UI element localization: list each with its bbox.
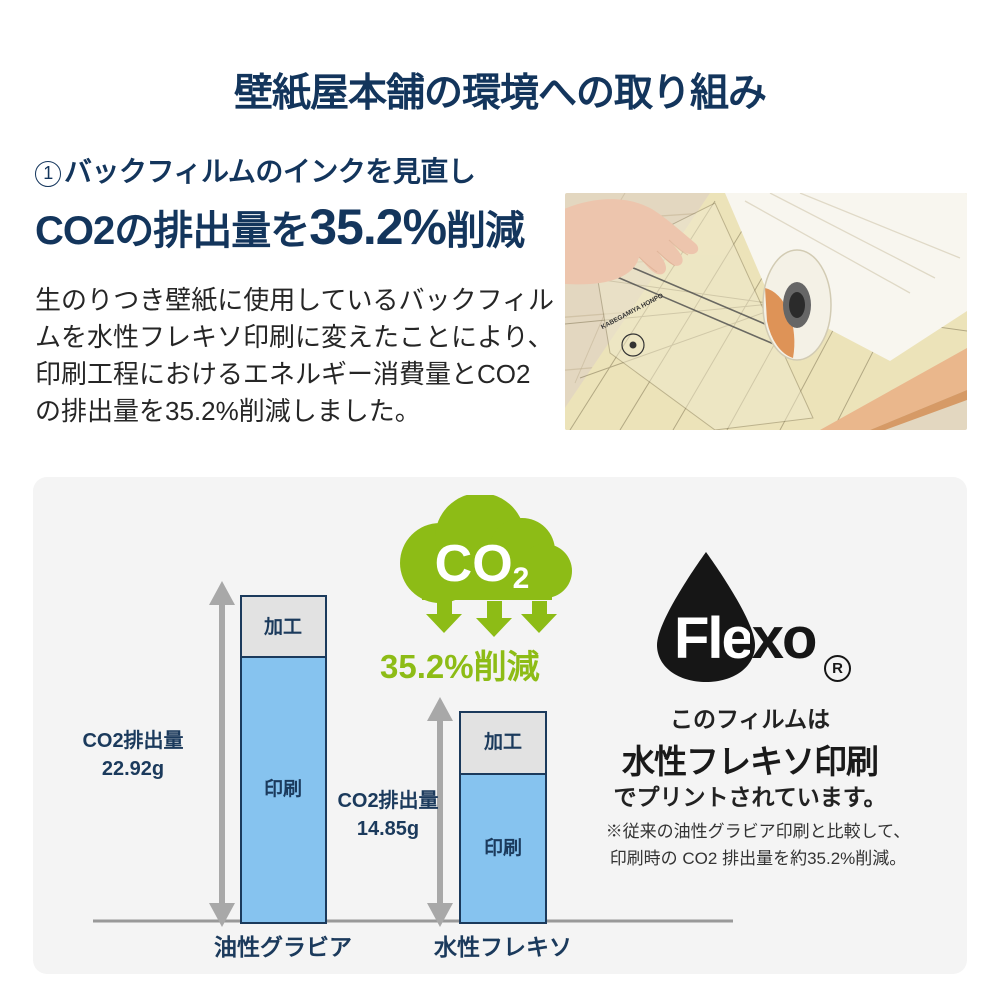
svg-text:加工: 加工 xyxy=(263,616,302,638)
svg-text:加工: 加工 xyxy=(483,731,522,753)
svg-text:印刷: 印刷 xyxy=(484,836,522,859)
svg-text:油性グラビア: 油性グラビア xyxy=(214,934,352,960)
svg-text:22.92g: 22.92g xyxy=(102,758,164,780)
svg-text:CO2排出量: CO2排出量 xyxy=(82,728,183,752)
svg-text:水性フレキソ: 水性フレキソ xyxy=(433,934,572,960)
svg-text:CO2排出量: CO2排出量 xyxy=(337,788,438,812)
svg-text:印刷: 印刷 xyxy=(264,777,302,800)
svg-text:14.85g: 14.85g xyxy=(357,818,419,840)
